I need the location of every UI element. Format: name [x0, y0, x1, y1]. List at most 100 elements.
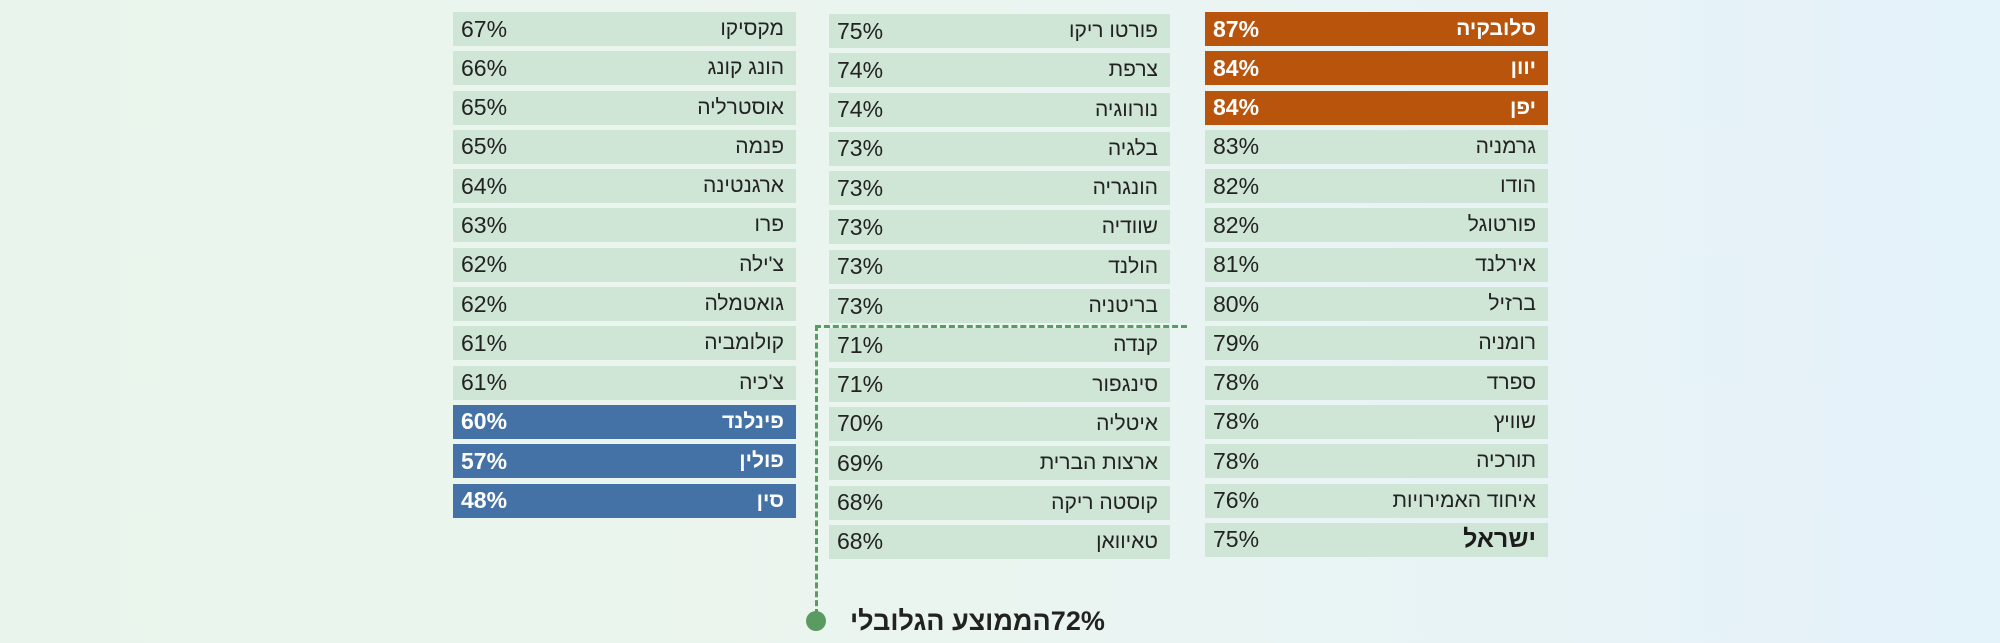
table-row: 57% פולין — [453, 444, 796, 479]
row-country: בלגיה — [1107, 136, 1158, 160]
table-row: 70% איטליה — [829, 406, 1170, 441]
row-value: 65% — [461, 133, 508, 160]
row-value: 60% — [461, 408, 508, 435]
table-row: 73% בלגיה — [829, 131, 1170, 166]
table-row: 60% פינלנד — [453, 404, 796, 439]
table-row: 76% איחוד האמירויות — [1205, 483, 1548, 518]
row-country: קנדה — [1113, 333, 1158, 357]
table-row: 81% אירלנד — [1205, 247, 1548, 282]
row-value: 83% — [1213, 133, 1260, 160]
table-row: 87% סלובקיה — [1205, 12, 1548, 46]
row-value: 87% — [1213, 15, 1260, 42]
row-country: נורווגיה — [1095, 97, 1158, 121]
row-country: אירלנד — [1475, 252, 1536, 276]
row-value: 66% — [461, 54, 508, 81]
table-row: 74% נורווגיה — [829, 92, 1170, 127]
global-average-marker-icon — [806, 611, 826, 631]
column-middle: 75% פורטו ריקו 74% צרפת 74% נורווגיה 73% בלגיה 7… — [829, 14, 1170, 564]
row-value: 78% — [1213, 408, 1260, 435]
row-country: סלובקיה — [1456, 17, 1536, 40]
row-value: 76% — [1213, 487, 1260, 514]
row-value: 74% — [837, 96, 884, 123]
row-value: 70% — [837, 410, 884, 437]
table-row: 66% הונג קונג — [453, 51, 796, 86]
row-value: 81% — [1213, 251, 1260, 278]
row-country: אוסטרליה — [697, 95, 784, 119]
row-country: שוודיה — [1101, 215, 1158, 239]
table-row: 71% סינגפור — [829, 367, 1170, 402]
row-value: 61% — [461, 369, 508, 396]
row-country: פינלנד — [722, 409, 784, 433]
row-value: 62% — [461, 251, 508, 278]
row-country: איטליה — [1096, 411, 1158, 435]
row-country: הונגריה — [1092, 176, 1158, 200]
row-country: קולומביה — [704, 331, 784, 355]
row-value: 69% — [837, 449, 884, 476]
table-row: 62% גואטמלה — [453, 287, 796, 322]
row-value: 64% — [461, 172, 508, 199]
table-row: 64% ארגנטינה — [453, 169, 796, 204]
row-country: סינגפור — [1092, 372, 1158, 396]
row-country: ארגנטינה — [702, 174, 784, 198]
table-row: 83% גרמניה — [1205, 129, 1548, 164]
table-row: 65% אוסטרליה — [453, 90, 796, 125]
table-row: 61% צ'כיה — [453, 365, 796, 400]
row-value: 73% — [837, 253, 884, 280]
row-value: 84% — [1213, 94, 1260, 121]
row-country: רומניה — [1478, 331, 1536, 355]
row-country: הולנד — [1108, 254, 1158, 278]
table-row: 80% ברזיל — [1205, 287, 1548, 322]
table-row: 78% תורכיה — [1205, 444, 1548, 479]
global-average-line-horizontal — [815, 325, 1187, 328]
table-row: 78% שוויץ — [1205, 404, 1548, 439]
row-country: תורכיה — [1476, 449, 1536, 473]
row-country: ספרד — [1486, 370, 1536, 394]
row-country: טאיוואן — [1096, 529, 1158, 553]
table-row: 69% ארצות הברית — [829, 446, 1170, 481]
row-value: 48% — [461, 487, 508, 514]
row-country: פולין — [739, 449, 784, 473]
row-value: 73% — [837, 174, 884, 201]
row-value: 75% — [837, 17, 884, 44]
table-row: 71% קנדה — [829, 328, 1170, 363]
row-value: 78% — [1213, 447, 1260, 474]
table-row: 67% מקסיקו — [453, 12, 796, 46]
column-left: 67% מקסיקו 66% הונג קונג 65% אוסטרליה 65% פנמה 6… — [453, 12, 796, 523]
table-row: 74% צרפת — [829, 53, 1170, 88]
row-value: 73% — [837, 135, 884, 162]
global-average-value: 72% — [1050, 606, 1105, 636]
table-row: 84% יפן — [1205, 90, 1548, 125]
table-row: 73% הולנד — [829, 249, 1170, 284]
row-value: 73% — [837, 292, 884, 319]
row-value: 73% — [837, 213, 884, 240]
global-average-line-vertical — [815, 325, 818, 615]
row-value: 78% — [1213, 369, 1260, 396]
table-row: 73% בריטניה — [829, 289, 1170, 324]
global-average-label: הממוצע הגלובלי72% — [850, 606, 1105, 637]
row-value: 71% — [837, 371, 884, 398]
row-value: 79% — [1213, 329, 1260, 356]
row-value: 65% — [461, 94, 508, 121]
table-row: 68% טאיוואן — [829, 524, 1170, 559]
row-value: 82% — [1213, 172, 1260, 199]
row-country: שוויץ — [1493, 409, 1536, 433]
table-row: 82% פורטוגל — [1205, 208, 1548, 243]
row-country: גרמניה — [1475, 134, 1536, 158]
row-value: 80% — [1213, 290, 1260, 317]
table-row: 62% צ'ילה — [453, 247, 796, 282]
row-country: גואטמלה — [704, 292, 784, 316]
row-country: איחוד האמירויות — [1392, 488, 1536, 512]
row-value: 61% — [461, 329, 508, 356]
row-value: 68% — [837, 528, 884, 555]
row-country: יוון — [1510, 56, 1536, 80]
table-row: 73% שוודיה — [829, 210, 1170, 245]
row-country: ברזיל — [1488, 292, 1536, 316]
row-value: 68% — [837, 489, 884, 516]
table-row: 78% ספרד — [1205, 365, 1548, 400]
row-value: 74% — [837, 56, 884, 83]
row-country: הודו — [1500, 174, 1536, 198]
row-country: צ'ילה — [739, 252, 784, 276]
row-country: יפן — [1510, 95, 1536, 119]
row-country: קוסטה ריקה — [1051, 490, 1158, 514]
row-country: בריטניה — [1088, 294, 1158, 318]
